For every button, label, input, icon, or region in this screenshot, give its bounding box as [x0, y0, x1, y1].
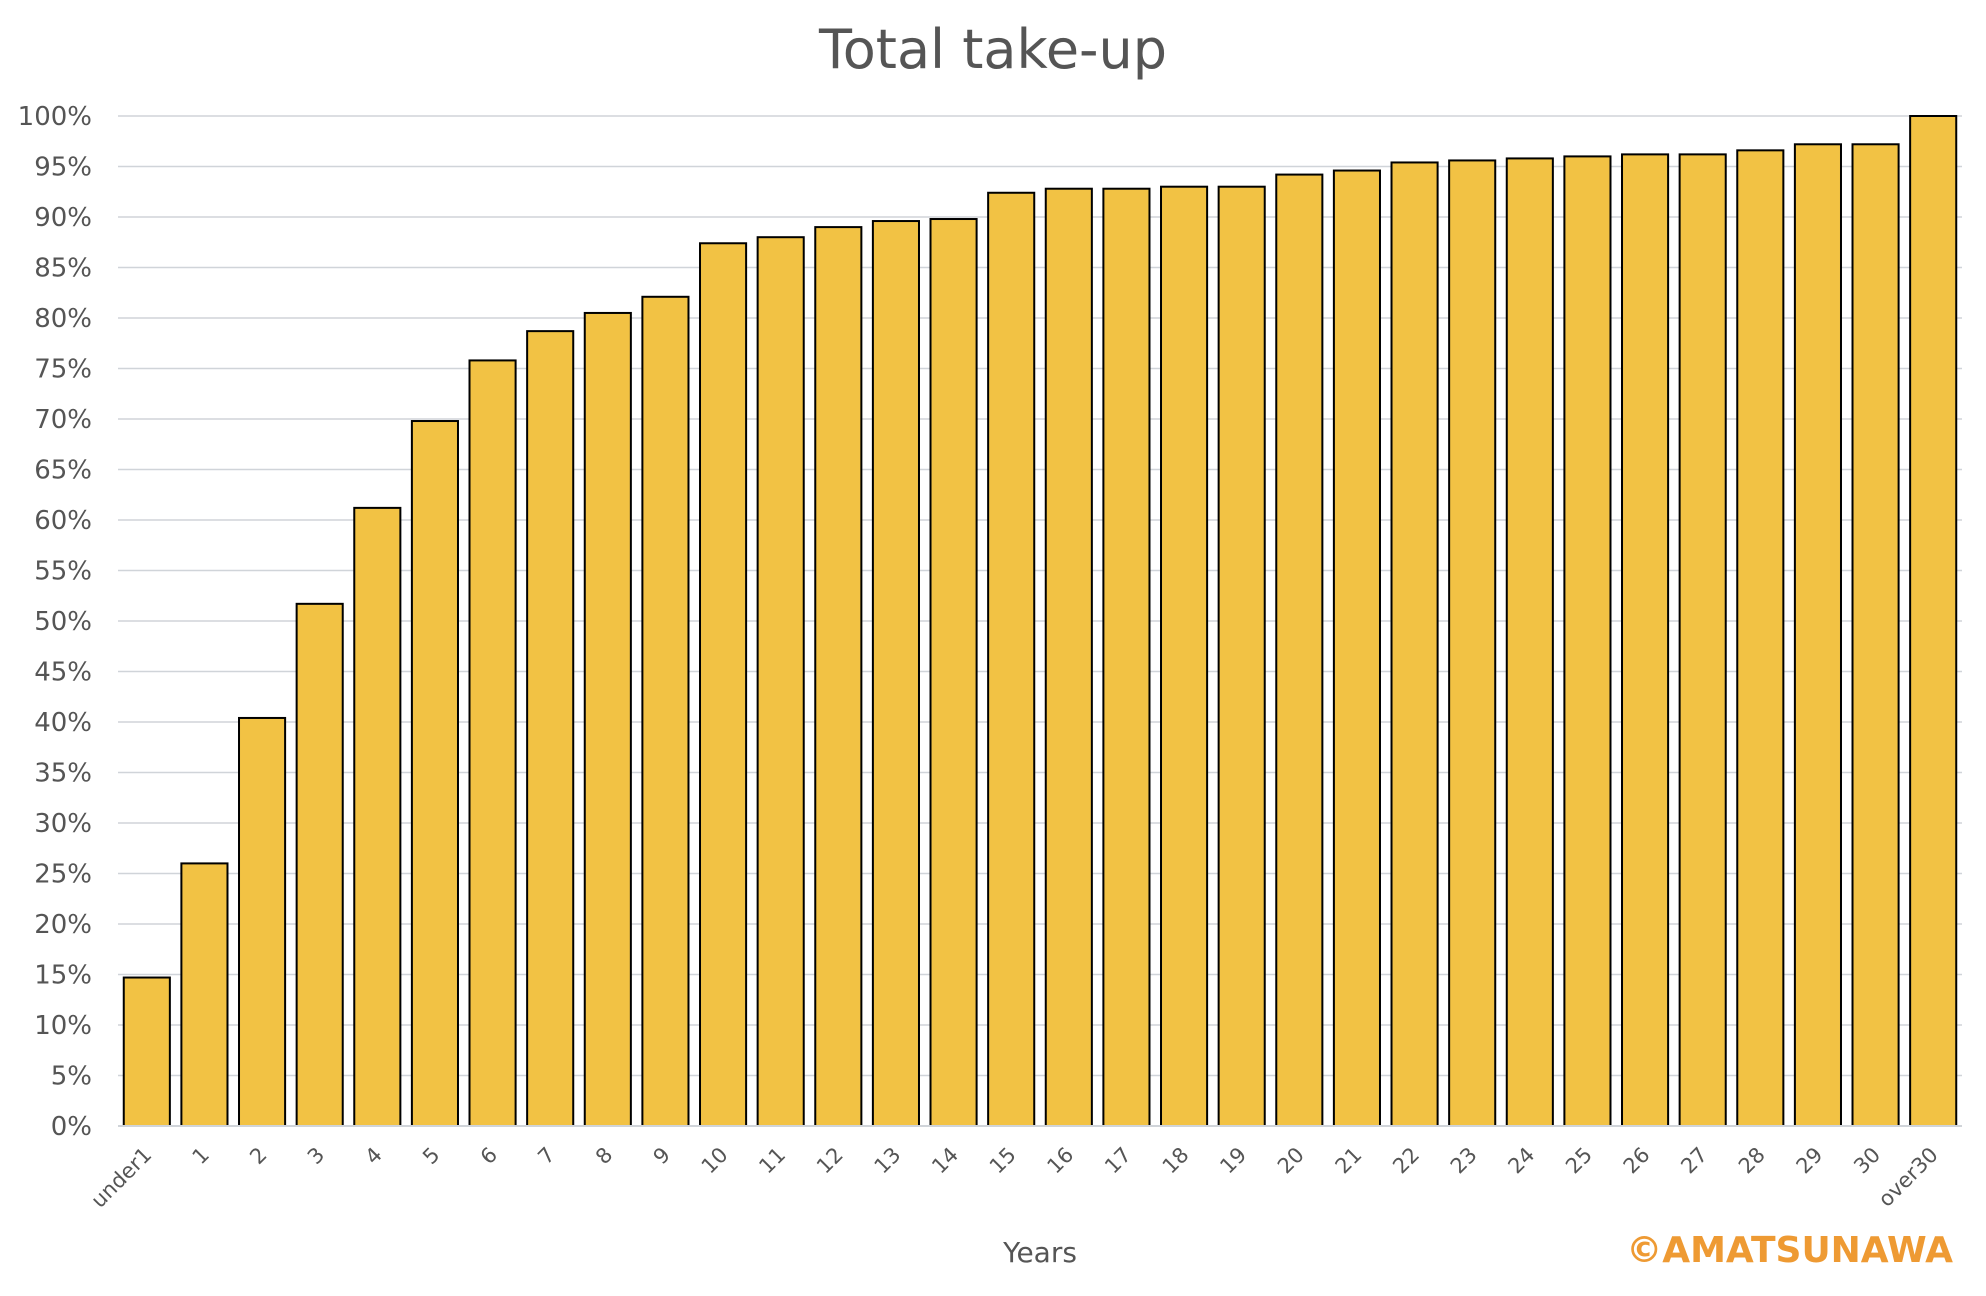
- bar-8: [583, 311, 632, 1127]
- x-tick-label: over30: [1874, 1143, 1943, 1212]
- y-tick-label: 15%: [34, 961, 92, 991]
- y-tick-label: 10%: [34, 1011, 92, 1041]
- bar-25: [1563, 155, 1612, 1127]
- bar-4: [353, 506, 402, 1127]
- y-tick-label: 5%: [51, 1062, 92, 1092]
- x-tick-label: 2: [245, 1143, 271, 1169]
- bar-13: [871, 220, 920, 1128]
- x-axis-ticks: under1 1 2 3 4 5 6 7 8 9 10 11 12 13 14 15 16 17 18 19 20 21 2…: [86, 1143, 1942, 1213]
- bar-5: [410, 420, 459, 1127]
- x-tick-label: 10: [697, 1143, 733, 1179]
- y-tick-label: 55%: [34, 557, 92, 587]
- bar-7: [526, 330, 575, 1127]
- y-axis-ticks: 0% 5% 10% 15% 20% 25% 30% 35% 40% 45% 50% 55% 60% 65%…: [18, 102, 92, 1142]
- y-tick-label: 70%: [34, 405, 92, 435]
- y-tick-label: 0%: [51, 1112, 92, 1142]
- bars: [122, 115, 1958, 1128]
- y-tick-label: 75%: [34, 355, 92, 385]
- y-tick-label: 95%: [34, 153, 92, 183]
- chart-title: Total take-up: [818, 18, 1167, 81]
- bar-28: [1736, 149, 1785, 1127]
- bar-20: [1275, 173, 1324, 1127]
- x-tick-label: 7: [533, 1143, 559, 1169]
- x-tick-label: 16: [1042, 1143, 1078, 1179]
- x-tick-label: 4: [360, 1143, 386, 1169]
- x-tick-label: 17: [1100, 1143, 1136, 1179]
- x-tick-label: 1: [188, 1143, 214, 1169]
- x-tick-label: 3: [303, 1143, 329, 1169]
- bar-17: [1102, 187, 1151, 1128]
- bar-26: [1621, 153, 1670, 1127]
- bar-23: [1448, 159, 1497, 1127]
- bar-under1: [122, 976, 171, 1128]
- x-tick-label: 6: [476, 1143, 502, 1169]
- y-tick-label: 90%: [34, 203, 92, 233]
- x-axis-label: Years: [1002, 1236, 1077, 1269]
- bar-12: [814, 226, 863, 1128]
- x-tick-label: 15: [985, 1143, 1021, 1179]
- x-tick-label: 14: [927, 1143, 963, 1179]
- bar-16: [1044, 187, 1093, 1128]
- x-tick-label: 12: [812, 1143, 848, 1179]
- bar-24: [1505, 157, 1554, 1128]
- x-tick-label: 9: [649, 1143, 675, 1169]
- bar-over30: [1909, 115, 1958, 1127]
- x-tick-label: 18: [1158, 1143, 1194, 1179]
- x-tick-label: 8: [591, 1143, 617, 1169]
- y-tick-label: 30%: [34, 809, 92, 839]
- y-tick-label: 45%: [34, 658, 92, 688]
- y-tick-label: 60%: [34, 506, 92, 536]
- x-tick-label: 19: [1215, 1143, 1251, 1179]
- x-tick-label: 24: [1503, 1143, 1539, 1179]
- x-tick-label: 22: [1388, 1143, 1424, 1179]
- y-tick-label: 100%: [18, 102, 92, 132]
- bar-21: [1332, 169, 1381, 1128]
- y-tick-label: 25%: [34, 860, 92, 890]
- bar-11: [756, 236, 805, 1127]
- x-tick-label: 27: [1676, 1143, 1712, 1179]
- x-tick-label: 11: [754, 1143, 790, 1179]
- y-tick-label: 40%: [34, 708, 92, 738]
- x-tick-label: 20: [1273, 1143, 1309, 1179]
- bar-27: [1678, 153, 1727, 1127]
- y-tick-label: 20%: [34, 910, 92, 940]
- bar-1: [180, 862, 229, 1128]
- x-tick-label: 26: [1619, 1143, 1655, 1179]
- x-tick-label: 23: [1446, 1143, 1482, 1179]
- x-tick-label: 13: [870, 1143, 906, 1179]
- x-tick-label: 25: [1561, 1143, 1597, 1179]
- y-tick-label: 50%: [34, 607, 92, 637]
- bar-30: [1851, 143, 1900, 1127]
- bar-3: [295, 602, 344, 1127]
- bar-29: [1793, 143, 1842, 1127]
- y-tick-label: 85%: [34, 254, 92, 284]
- watermark: ©AMATSUNAWA: [1626, 1230, 1953, 1271]
- bar-15: [987, 191, 1036, 1127]
- x-tick-label: 30: [1849, 1143, 1885, 1179]
- bar-19: [1217, 185, 1266, 1127]
- x-tick-label: 28: [1734, 1143, 1770, 1179]
- y-tick-label: 80%: [34, 304, 92, 334]
- bar-2: [238, 716, 287, 1128]
- y-tick-label: 65%: [34, 456, 92, 486]
- y-tick-label: 35%: [34, 759, 92, 789]
- x-tick-label: 21: [1331, 1143, 1367, 1179]
- bar-9: [641, 295, 690, 1128]
- bar-14: [929, 218, 978, 1127]
- x-tick-label: 5: [418, 1143, 444, 1169]
- bar-18: [1160, 185, 1209, 1127]
- bar-6: [468, 359, 517, 1128]
- x-tick-label: under1: [86, 1143, 156, 1213]
- x-tick-label: 29: [1792, 1143, 1828, 1179]
- bar-10: [699, 242, 748, 1127]
- bar-22: [1390, 161, 1439, 1127]
